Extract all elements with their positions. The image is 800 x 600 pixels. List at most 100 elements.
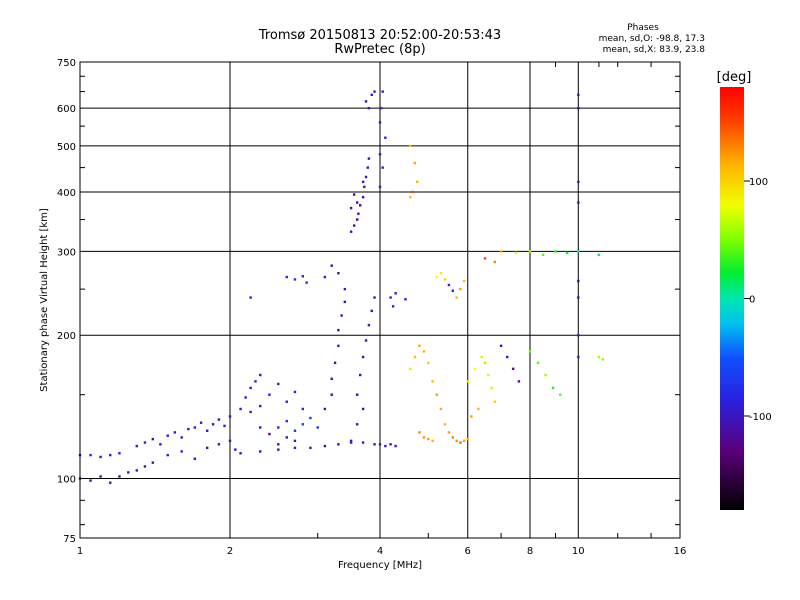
data-point [431, 380, 434, 383]
data-point [487, 373, 490, 377]
y-tick-label: 750 [57, 58, 76, 69]
colorbar-tick-label: 0 [749, 295, 755, 306]
stats-heading: Phases [627, 23, 659, 33]
data-point [422, 436, 426, 439]
chart-title-line-1: Tromsø 20150813 20:52:00-20:53:43 [258, 28, 501, 43]
data-point [409, 367, 412, 371]
data-point [361, 355, 365, 359]
data-point [361, 180, 365, 184]
data-point [370, 93, 373, 96]
data-point [367, 157, 371, 160]
data-point [135, 469, 138, 472]
data-point [228, 415, 232, 418]
colorbar-ticks: 100 0 -100 [744, 177, 772, 423]
data-point [343, 287, 347, 291]
data-point [109, 481, 112, 484]
y-tick-label: 600 [57, 104, 76, 115]
data-point [309, 446, 312, 450]
data-point [293, 390, 297, 394]
data-point [118, 475, 121, 478]
data-point [180, 450, 183, 453]
data-point [99, 455, 102, 459]
colorbar-tick-label: 100 [749, 177, 768, 188]
y-tick-label: 400 [57, 188, 76, 199]
data-point [361, 195, 365, 199]
data-point [493, 260, 497, 264]
data-point [349, 439, 353, 443]
data-point [577, 106, 580, 110]
data-point [384, 444, 387, 448]
data-point [277, 382, 280, 386]
data-point [528, 250, 532, 253]
data-point [451, 289, 455, 292]
data-point [316, 426, 319, 429]
data-point [466, 437, 469, 441]
x-tick-label: 2 [227, 546, 233, 557]
data-point [577, 296, 580, 299]
data-point [330, 393, 333, 396]
data-point [514, 251, 518, 255]
data-point [499, 344, 503, 348]
data-point [466, 380, 469, 383]
data-point [413, 355, 417, 359]
data-point [355, 393, 359, 396]
data-point [301, 423, 305, 426]
data-point [459, 441, 462, 444]
data-point [217, 418, 221, 421]
data-point [505, 355, 509, 359]
data-point [378, 185, 382, 189]
data-point [597, 253, 601, 257]
data-point [143, 441, 147, 444]
data-point [277, 448, 280, 451]
data-point [357, 212, 360, 215]
data-point [309, 416, 312, 420]
plot-frame [79, 61, 681, 539]
data-point [418, 344, 421, 348]
data-point [447, 431, 451, 434]
data-point [337, 443, 340, 446]
data-point [480, 355, 483, 359]
data-point [577, 180, 580, 184]
data-point [301, 407, 305, 411]
colorbar-tick-label: -100 [749, 412, 772, 423]
data-point [305, 281, 308, 284]
data-point [234, 448, 237, 451]
data-point [285, 436, 288, 439]
colorbar-label: [deg] [717, 70, 752, 85]
data-point [394, 292, 397, 295]
data-points [78, 90, 605, 484]
data-point [355, 201, 359, 204]
data-point [373, 296, 376, 299]
data-point [483, 257, 487, 260]
x-tick-label: 1 [77, 546, 83, 557]
data-point [528, 350, 532, 353]
data-point [285, 400, 288, 403]
data-point [173, 431, 177, 434]
data-point [404, 298, 407, 301]
data-point [363, 185, 366, 189]
x-tick-label: 6 [465, 546, 471, 557]
data-point [378, 443, 382, 446]
data-point [337, 328, 340, 332]
data-point [364, 100, 368, 103]
data-point [483, 361, 487, 365]
data-point [109, 453, 112, 457]
data-point [381, 166, 384, 169]
data-point [470, 415, 473, 418]
y-tick-label: 200 [57, 331, 76, 342]
data-point [323, 275, 327, 279]
data-point [343, 300, 347, 304]
data-point [536, 361, 540, 365]
data-point [259, 404, 262, 408]
data-point [379, 106, 383, 110]
data-point [439, 407, 443, 411]
data-point [352, 193, 356, 196]
data-point [511, 367, 515, 371]
data-point [349, 206, 353, 210]
data-point [409, 144, 412, 148]
data-point [349, 441, 353, 444]
x-axis-label: Frequency [MHz] [338, 560, 422, 571]
data-point [490, 386, 493, 390]
data-point [439, 272, 443, 275]
data-point [391, 305, 395, 308]
